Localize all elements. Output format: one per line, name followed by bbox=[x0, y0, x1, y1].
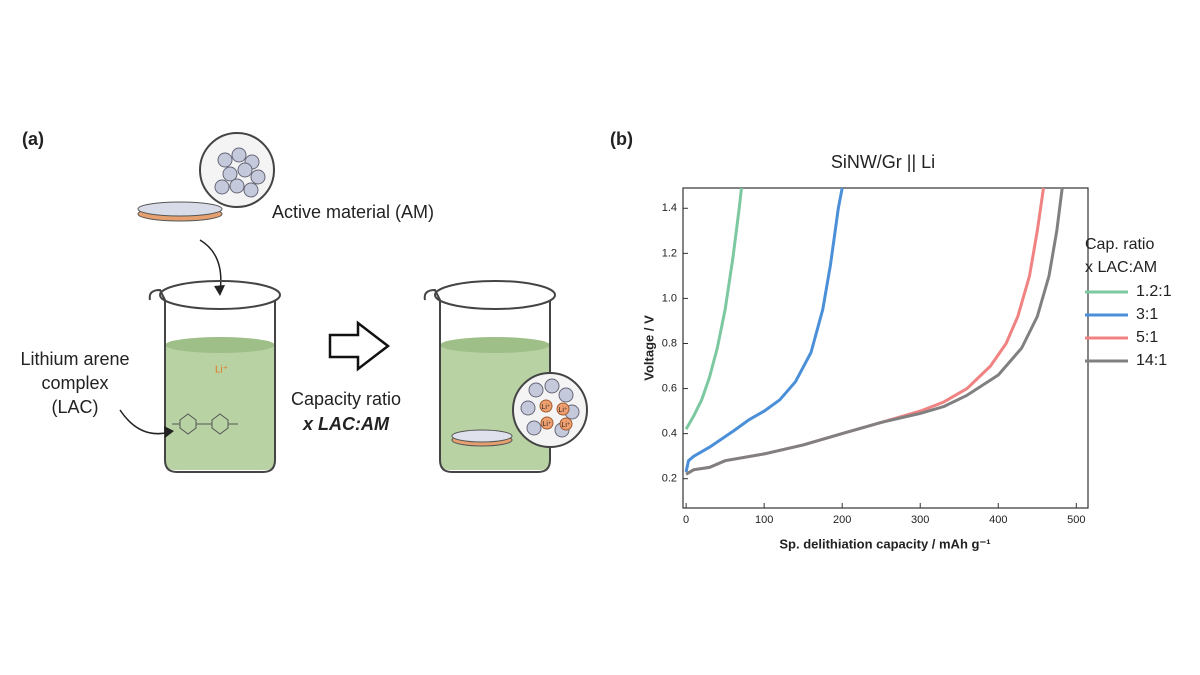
x-tick-label: 200 bbox=[833, 514, 851, 526]
disc bbox=[137, 201, 223, 222]
arrow-head bbox=[164, 426, 174, 438]
panel-label: (a) bbox=[22, 129, 44, 149]
y-tick-label: 0.2 bbox=[662, 473, 677, 485]
x-tick-label: 300 bbox=[911, 514, 929, 526]
legend-label: 3:1 bbox=[1136, 306, 1158, 323]
y-tick-label: 0.8 bbox=[662, 337, 677, 349]
lac-label: (LAC) bbox=[51, 397, 98, 417]
legend-title: Cap. ratio bbox=[1085, 236, 1154, 253]
legend-label: 14:1 bbox=[1136, 352, 1167, 369]
y-tick-label: 1.4 bbox=[662, 202, 677, 214]
data-line bbox=[684, 187, 844, 473]
lac-label: complex bbox=[41, 373, 108, 393]
y-tick-label: 0.6 bbox=[662, 382, 677, 394]
process-arrow bbox=[328, 320, 391, 372]
ratio-label: x LAC:AM bbox=[302, 414, 390, 434]
data-line bbox=[685, 187, 1064, 476]
y-tick-label: 1.0 bbox=[662, 292, 677, 304]
x-tick-label: 0 bbox=[683, 514, 689, 526]
magnifier bbox=[199, 132, 275, 208]
legend-label: 5:1 bbox=[1136, 329, 1158, 346]
legend-label: 1.2:1 bbox=[1136, 283, 1172, 300]
x-tick-label: 500 bbox=[1067, 514, 1085, 526]
y-axis-label: Voltage / V bbox=[641, 315, 656, 381]
x-tick-label: 400 bbox=[989, 514, 1007, 526]
li-label: Li⁺ bbox=[561, 422, 570, 429]
beaker bbox=[148, 280, 281, 473]
legend-title: x LAC:AM bbox=[1085, 259, 1157, 276]
plot-frame bbox=[682, 187, 1089, 509]
li-label: Li⁺ bbox=[215, 365, 228, 376]
li-label: Li⁺ bbox=[558, 407, 567, 414]
panel-label: (b) bbox=[610, 129, 633, 149]
y-tick-label: 0.4 bbox=[662, 428, 677, 440]
lac-label: Lithium arene bbox=[20, 349, 129, 369]
arrow-head bbox=[214, 285, 225, 296]
x-tick-label: 100 bbox=[755, 514, 773, 526]
am-label: Active material (AM) bbox=[272, 202, 434, 222]
data-line bbox=[684, 187, 743, 430]
y-tick-label: 1.2 bbox=[662, 247, 677, 259]
x-axis-label: Sp. delithiation capacity / mAh g⁻¹ bbox=[779, 536, 990, 551]
li-label: Li⁺ bbox=[541, 404, 550, 411]
beaker bbox=[423, 280, 588, 473]
ratio-label: Capacity ratio bbox=[291, 389, 401, 409]
li-label: Li⁺ bbox=[542, 421, 551, 428]
chart-title: SiNW/Gr || Li bbox=[831, 152, 935, 172]
